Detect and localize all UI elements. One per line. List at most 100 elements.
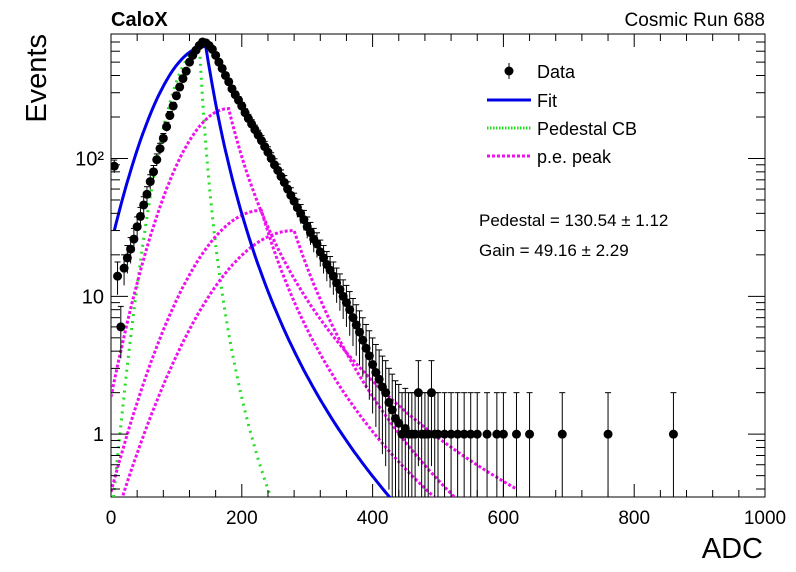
data-point xyxy=(175,82,185,92)
data-marker xyxy=(335,285,345,295)
experiment-label: CaloX xyxy=(111,9,168,31)
data-point xyxy=(498,392,508,497)
data-point xyxy=(453,392,463,497)
data-point xyxy=(217,63,227,73)
x-tick-label: 200 xyxy=(226,508,258,529)
data-marker xyxy=(381,388,391,398)
data-point xyxy=(482,392,492,497)
y-tick-label: 10² xyxy=(75,148,104,170)
legend-label-pe-peak: p.e. peak xyxy=(537,147,612,167)
data-point xyxy=(668,392,678,497)
axis-tick-labels-group: 0 200 400 600 800 1000 1 10 10² xyxy=(75,148,786,529)
data-marker xyxy=(217,63,227,73)
data-marker xyxy=(374,374,384,384)
data-marker xyxy=(312,239,322,249)
data-marker xyxy=(482,429,492,439)
legend: Data Fit Pedestal CB p.e. peak xyxy=(487,62,637,167)
data-marker xyxy=(113,271,123,281)
data-marker xyxy=(142,189,152,199)
x-tick-label: 400 xyxy=(357,508,389,529)
x-tick-label: 800 xyxy=(618,508,650,529)
data-marker xyxy=(165,111,175,121)
data-point xyxy=(459,392,469,497)
data-marker xyxy=(492,429,502,439)
data-point xyxy=(603,392,613,497)
y-tick-label: 10 xyxy=(82,286,104,308)
legend-entry-data: Data xyxy=(504,62,576,82)
annotation-gain: Gain = 49.16 ± 2.29 xyxy=(479,241,629,260)
data-point xyxy=(168,101,178,111)
data-marker xyxy=(459,429,469,439)
data-point xyxy=(341,284,351,327)
data-marker xyxy=(135,211,145,221)
y-axis-label: Events xyxy=(21,34,53,123)
pedestal-cb-curve xyxy=(112,47,273,497)
data-marker xyxy=(446,429,456,439)
data-marker xyxy=(116,322,126,332)
data-marker xyxy=(525,429,535,439)
data-marker xyxy=(181,66,191,76)
data-point xyxy=(335,273,345,311)
legend-label-data: Data xyxy=(537,62,576,82)
x-axis-label: ADC xyxy=(702,533,763,565)
data-marker xyxy=(371,368,381,378)
legend-label-fit: Fit xyxy=(537,91,557,111)
data-point xyxy=(171,91,181,101)
data-point xyxy=(371,343,381,428)
data-point xyxy=(557,392,567,497)
data-marker xyxy=(364,351,374,361)
data-point xyxy=(384,367,394,490)
data-marker xyxy=(603,429,613,439)
data-marker xyxy=(211,50,221,60)
data-point xyxy=(211,50,221,60)
data-point xyxy=(142,186,152,203)
data-point xyxy=(374,349,384,440)
data-marker xyxy=(341,298,351,308)
data-marker xyxy=(122,253,132,263)
data-marker xyxy=(355,327,365,337)
data-marker xyxy=(433,429,443,439)
data-marker xyxy=(119,263,129,273)
data-marker xyxy=(328,271,338,281)
fit-curve xyxy=(112,44,392,497)
data-marker xyxy=(149,167,159,177)
data-marker xyxy=(472,429,482,439)
axis-ticks-group xyxy=(110,33,766,497)
data-point xyxy=(492,392,502,497)
data-marker xyxy=(224,77,234,87)
legend-entry-pe-peak: p.e. peak xyxy=(487,147,612,167)
data-marker xyxy=(351,320,361,330)
data-point xyxy=(511,392,521,497)
annotation-pedestal: Pedestal = 130.54 ± 1.12 xyxy=(479,211,668,230)
data-point xyxy=(178,74,188,84)
data-point xyxy=(181,66,191,76)
data-marker xyxy=(358,335,368,345)
data-marker xyxy=(345,305,355,315)
data-point xyxy=(328,261,338,295)
data-point xyxy=(413,360,423,467)
data-marker xyxy=(498,429,508,439)
data-point xyxy=(525,392,535,497)
data-marker xyxy=(511,429,521,439)
data-point xyxy=(155,142,165,155)
data-point xyxy=(446,392,456,497)
data-marker xyxy=(440,429,450,439)
data-marker xyxy=(171,91,181,101)
data-point xyxy=(152,153,162,167)
data-marker xyxy=(384,397,394,407)
data-point xyxy=(433,392,443,497)
data-point xyxy=(345,291,355,336)
pe-peak-curve-1 xyxy=(111,107,518,491)
data-point xyxy=(368,337,378,414)
data-marker xyxy=(410,429,420,439)
data-marker xyxy=(126,244,136,254)
data-point xyxy=(113,261,123,295)
data-point xyxy=(224,77,234,87)
data-marker xyxy=(152,155,162,165)
run-label: Cosmic Run 688 xyxy=(625,10,765,31)
data-point xyxy=(387,373,397,497)
data-point xyxy=(162,121,172,132)
data-point xyxy=(111,159,119,173)
data-marker xyxy=(139,200,149,210)
data-point xyxy=(149,164,159,179)
